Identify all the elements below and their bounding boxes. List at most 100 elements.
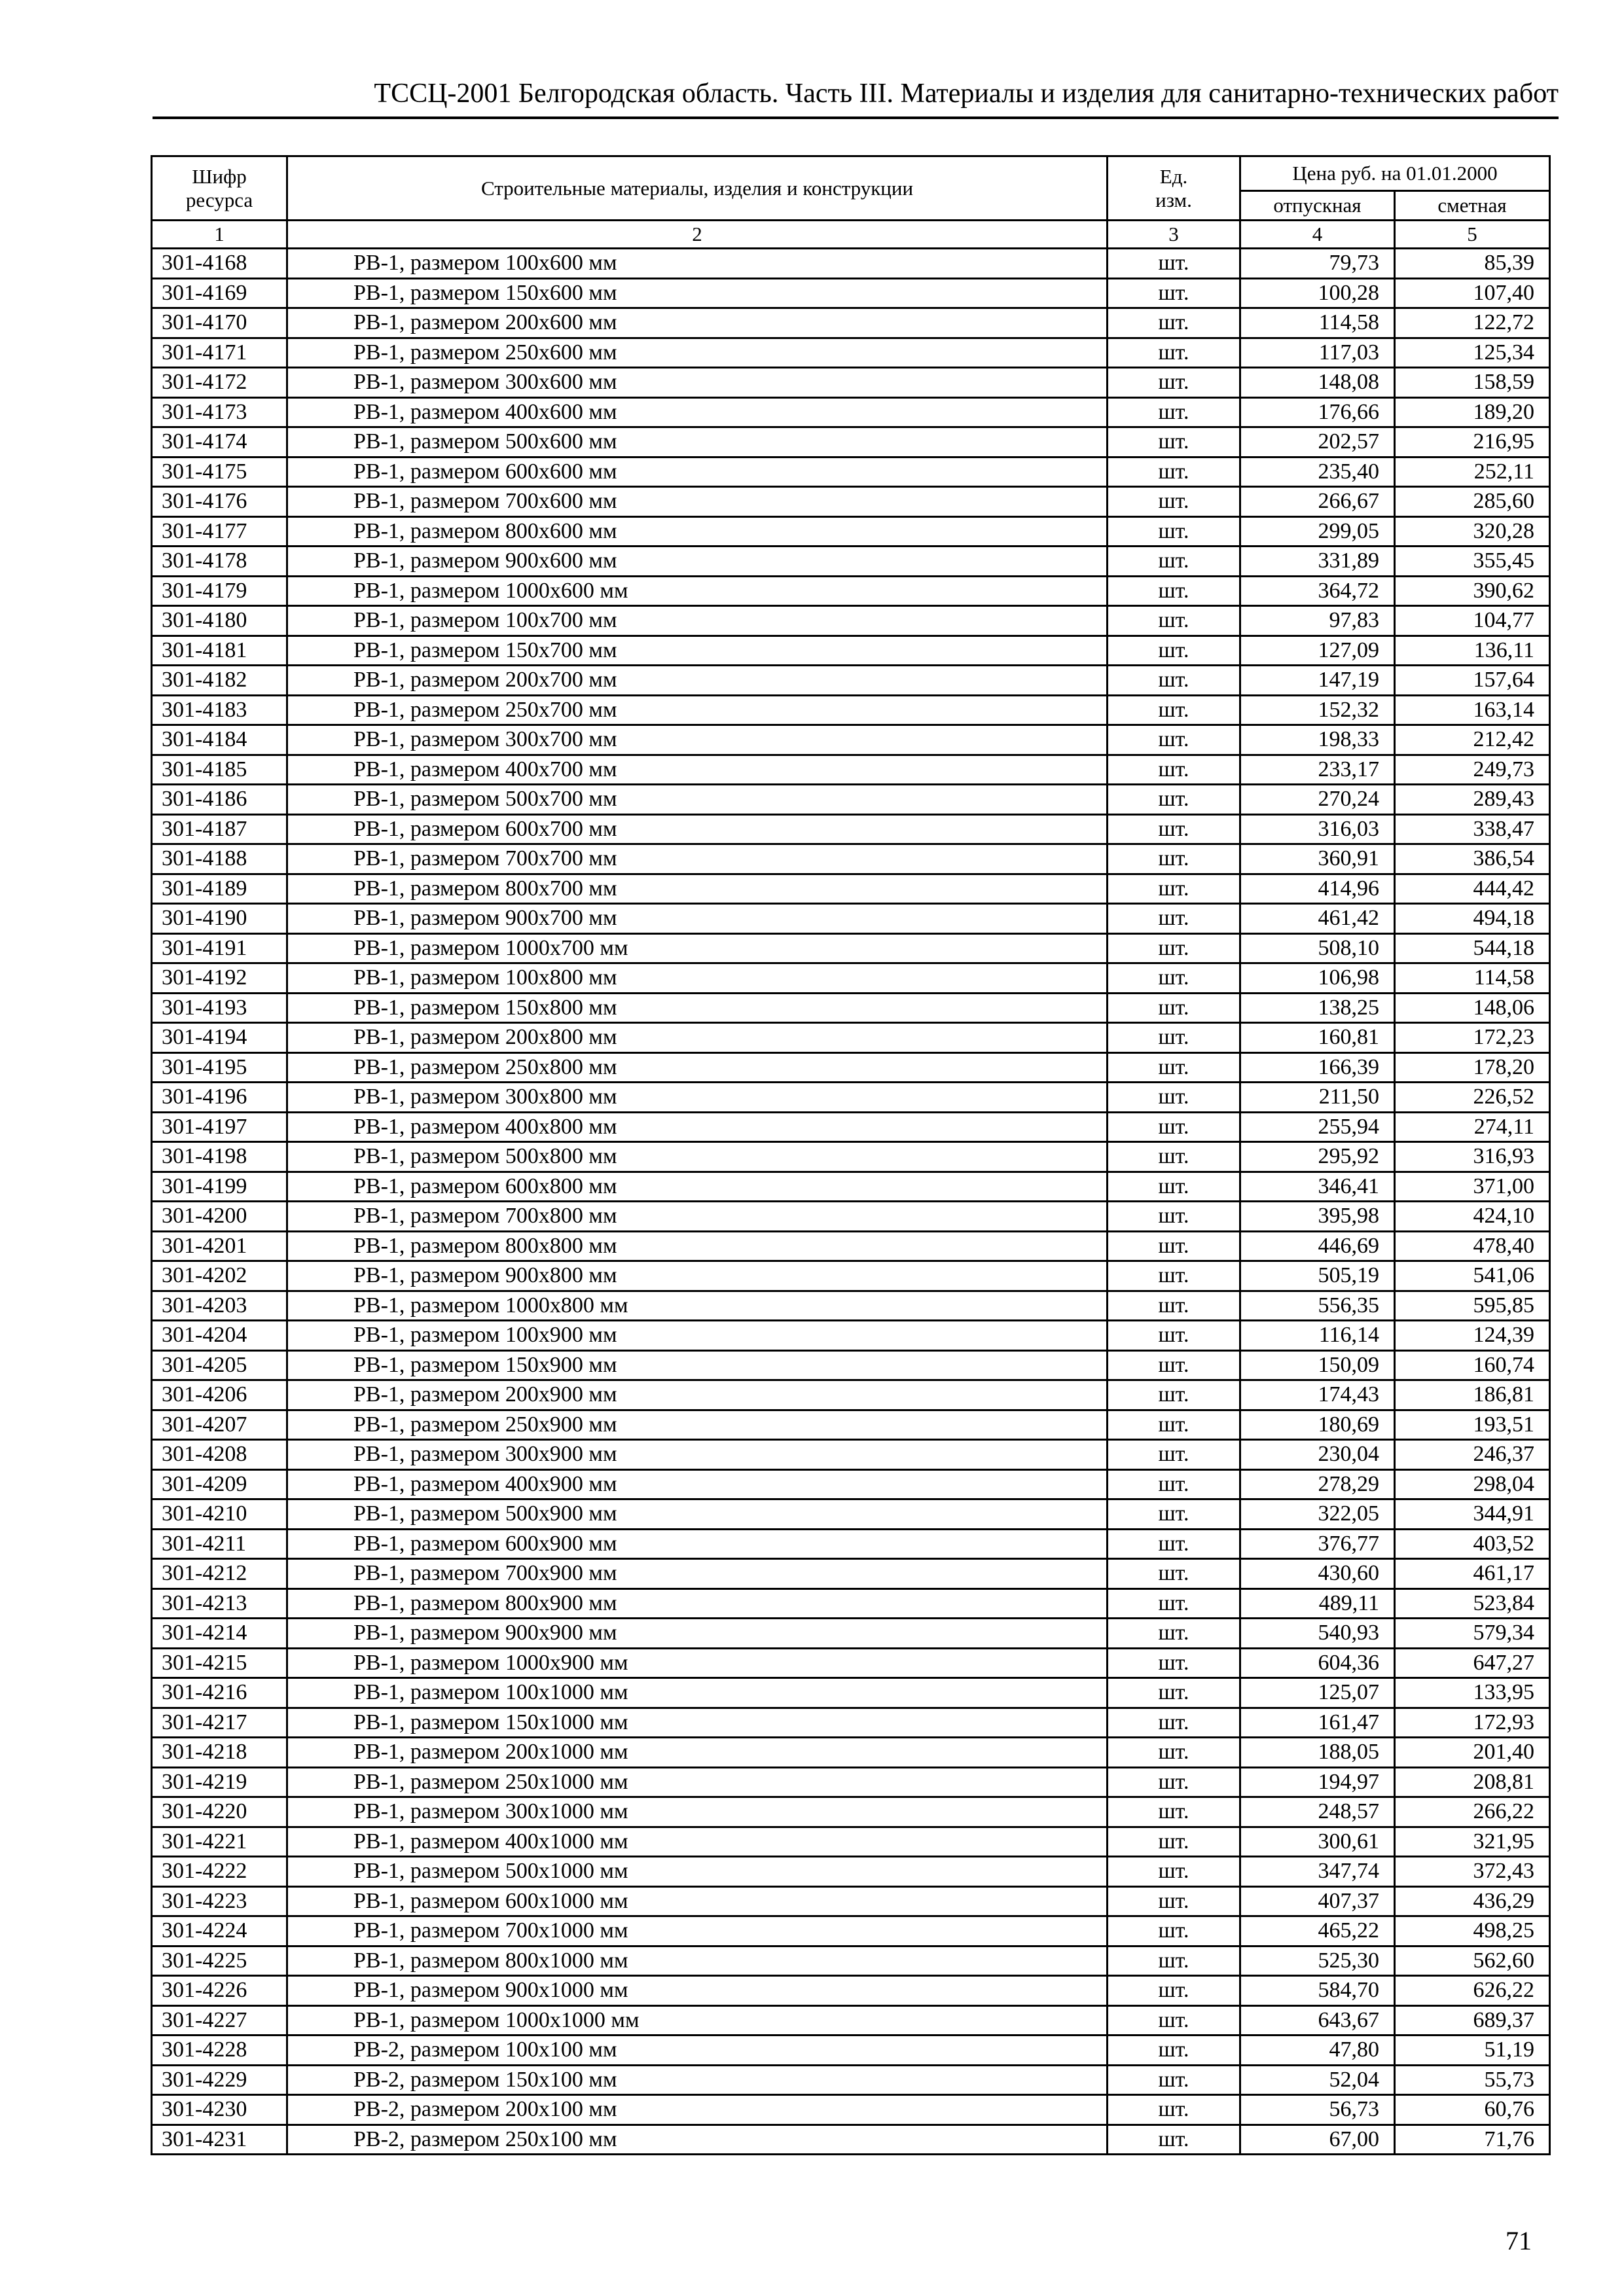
release-price: 152,32 bbox=[1239, 694, 1396, 726]
release-price: 556,35 bbox=[1239, 1289, 1396, 1321]
material-name: РВ-1, размером 400х800 мм bbox=[286, 1111, 1108, 1143]
estimate-price: 178,20 bbox=[1394, 1051, 1551, 1083]
release-price: 230,04 bbox=[1239, 1439, 1396, 1471]
unit: шт. bbox=[1106, 456, 1241, 488]
estimate-price: 157,64 bbox=[1394, 664, 1551, 696]
estimate-price: 266,22 bbox=[1394, 1796, 1551, 1828]
table-row: 301-4175 РВ-1, размером 600х600 мм шт. 235,… bbox=[151, 456, 1551, 488]
table-row: 301-4224 РВ-1, размером 700х1000 мм шт. 465… bbox=[151, 1915, 1551, 1947]
unit: шт. bbox=[1106, 1647, 1241, 1679]
estimate-price: 523,84 bbox=[1394, 1587, 1551, 1619]
release-price: 604,36 bbox=[1239, 1647, 1396, 1679]
table-row: 301-4223 РВ-1, размером 600х1000 мм шт. 407… bbox=[151, 1885, 1551, 1917]
resource-code: 301-4226 bbox=[151, 1975, 288, 2007]
release-price: 79,73 bbox=[1239, 247, 1396, 279]
unit: шт. bbox=[1106, 2123, 1241, 2155]
page-number: 71 bbox=[1506, 2226, 1532, 2255]
resource-code: 301-4197 bbox=[151, 1111, 288, 1143]
material-name: РВ-1, размером 600х600 мм bbox=[286, 456, 1108, 488]
resource-code: 301-4194 bbox=[151, 1022, 288, 1054]
release-price: 489,11 bbox=[1239, 1587, 1396, 1619]
unit: шт. bbox=[1106, 575, 1241, 607]
table-row: 301-4229 РВ-2, размером 150х100 мм шт. 52,0… bbox=[151, 2064, 1551, 2096]
release-price: 364,72 bbox=[1239, 575, 1396, 607]
unit: шт. bbox=[1106, 1856, 1241, 1888]
resource-code: 301-4229 bbox=[151, 2064, 288, 2096]
material-name: РВ-1, размером 400х1000 мм bbox=[286, 1825, 1108, 1857]
estimate-price: 436,29 bbox=[1394, 1885, 1551, 1917]
estimate-price: 541,06 bbox=[1394, 1260, 1551, 1292]
table-row: 301-4180 РВ-1, размером 100х700 мм шт. 97,8… bbox=[151, 605, 1551, 637]
material-name: РВ-1, размером 250х800 мм bbox=[286, 1051, 1108, 1083]
resource-code: 301-4193 bbox=[151, 992, 288, 1024]
table-row: 301-4231 РВ-2, размером 250х100 мм шт. 67,0… bbox=[151, 2123, 1551, 2155]
estimate-price: 316,93 bbox=[1394, 1141, 1551, 1173]
release-price: 176,66 bbox=[1239, 396, 1396, 428]
resource-code: 301-4230 bbox=[151, 2094, 288, 2126]
material-name: РВ-1, размером 900х1000 мм bbox=[286, 1975, 1108, 2007]
release-price: 331,89 bbox=[1239, 545, 1396, 577]
release-price: 117,03 bbox=[1239, 336, 1396, 368]
table-row: 301-4209 РВ-1, размером 400х900 мм шт. 278,… bbox=[151, 1468, 1551, 1500]
estimate-price: 285,60 bbox=[1394, 486, 1551, 518]
material-name: РВ-1, размером 500х700 мм bbox=[286, 783, 1108, 816]
table-row: 301-4195 РВ-1, размером 250х800 мм шт. 166,… bbox=[151, 1051, 1551, 1083]
release-price: 446,69 bbox=[1239, 1230, 1396, 1262]
material-name: РВ-1, размером 300х700 мм bbox=[286, 724, 1108, 756]
column-header-estimate-price: сметная bbox=[1394, 190, 1551, 221]
material-name: РВ-1, размером 500х800 мм bbox=[286, 1141, 1108, 1173]
resource-code: 301-4201 bbox=[151, 1230, 288, 1262]
release-price: 270,24 bbox=[1239, 783, 1396, 816]
unit: шт. bbox=[1106, 1349, 1241, 1381]
resource-code: 301-4186 bbox=[151, 783, 288, 816]
resource-code: 301-4188 bbox=[151, 843, 288, 875]
unit: шт. bbox=[1106, 486, 1241, 518]
estimate-price: 249,73 bbox=[1394, 753, 1551, 785]
resource-code: 301-4202 bbox=[151, 1260, 288, 1292]
material-name: РВ-1, размером 200х700 мм bbox=[286, 664, 1108, 696]
release-price: 114,58 bbox=[1239, 307, 1396, 339]
estimate-price: 160,74 bbox=[1394, 1349, 1551, 1381]
material-name: РВ-2, размером 200х100 мм bbox=[286, 2094, 1108, 2126]
unit: шт. bbox=[1106, 1170, 1241, 1202]
release-price: 97,83 bbox=[1239, 605, 1396, 637]
release-price: 316,03 bbox=[1239, 813, 1396, 845]
unit: шт. bbox=[1106, 1081, 1241, 1113]
estimate-price: 371,00 bbox=[1394, 1170, 1551, 1202]
resource-code: 301-4225 bbox=[151, 1945, 288, 1977]
column-header-unit: Ед. изм. bbox=[1106, 155, 1241, 221]
resource-code: 301-4219 bbox=[151, 1766, 288, 1798]
unit: шт. bbox=[1106, 1558, 1241, 1590]
table-row: 301-4203 РВ-1, размером 1000х800 мм шт. 556… bbox=[151, 1289, 1551, 1321]
estimate-price: 212,42 bbox=[1394, 724, 1551, 756]
estimate-price: 172,93 bbox=[1394, 1706, 1551, 1738]
table-row: 301-4217 РВ-1, размером 150х1000 мм шт. 161… bbox=[151, 1706, 1551, 1738]
unit: шт. bbox=[1106, 2094, 1241, 2126]
resource-code: 301-4196 bbox=[151, 1081, 288, 1113]
unit: шт. bbox=[1106, 2034, 1241, 2066]
table-row: 301-4183 РВ-1, размером 250х700 мм шт. 152,… bbox=[151, 694, 1551, 726]
release-price: 525,30 bbox=[1239, 1945, 1396, 1977]
release-price: 194,97 bbox=[1239, 1766, 1396, 1798]
release-price: 508,10 bbox=[1239, 932, 1396, 964]
table-row: 301-4194 РВ-1, размером 200х800 мм шт. 160,… bbox=[151, 1022, 1551, 1054]
table-row: 301-4189 РВ-1, размером 800х700 мм шт. 414,… bbox=[151, 872, 1551, 905]
unit: шт. bbox=[1106, 1260, 1241, 1292]
table-row: 301-4191 РВ-1, размером 1000х700 мм шт. 508… bbox=[151, 932, 1551, 964]
release-price: 300,61 bbox=[1239, 1825, 1396, 1857]
material-name: РВ-1, размером 200х1000 мм bbox=[286, 1736, 1108, 1768]
table-row: 301-4174 РВ-1, размером 500х600 мм шт. 202,… bbox=[151, 426, 1551, 458]
table-row: 301-4210 РВ-1, размером 500х900 мм шт. 322,… bbox=[151, 1498, 1551, 1530]
unit: шт. bbox=[1106, 1408, 1241, 1441]
resource-code: 301-4175 bbox=[151, 456, 288, 488]
resource-code: 301-4200 bbox=[151, 1200, 288, 1232]
estimate-price: 246,37 bbox=[1394, 1439, 1551, 1471]
material-name: РВ-1, размером 500х900 мм bbox=[286, 1498, 1108, 1530]
estimate-price: 390,62 bbox=[1394, 575, 1551, 607]
column-number: 1 bbox=[151, 219, 288, 249]
release-price: 395,98 bbox=[1239, 1200, 1396, 1232]
estimate-price: 133,95 bbox=[1394, 1677, 1551, 1709]
unit: шт. bbox=[1106, 903, 1241, 935]
estimate-price: 595,85 bbox=[1394, 1289, 1551, 1321]
unit: шт. bbox=[1106, 1111, 1241, 1143]
